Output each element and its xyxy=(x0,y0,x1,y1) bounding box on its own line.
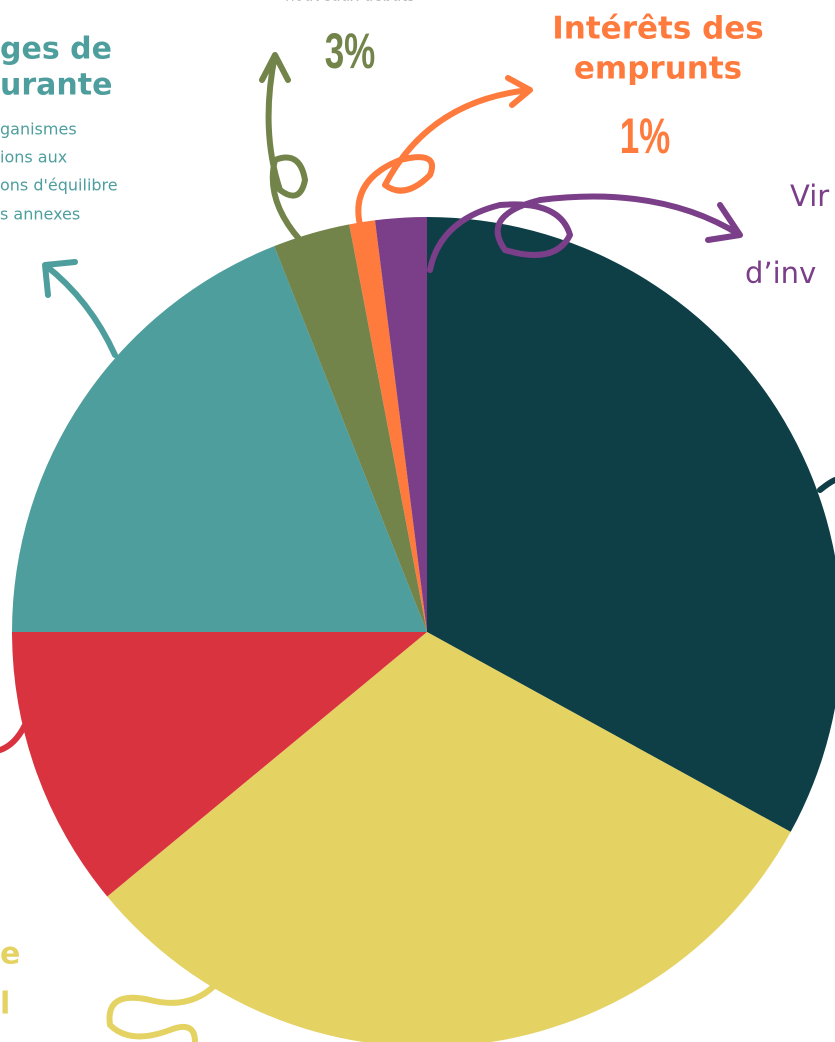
annotation: d’inv xyxy=(745,256,816,290)
pie-slice xyxy=(107,632,791,1042)
arrow xyxy=(0,722,28,753)
value-label: 1% xyxy=(620,109,671,165)
pie xyxy=(12,217,835,1042)
annotation: nouveaux débats xyxy=(285,0,415,5)
arrow xyxy=(106,982,218,1042)
value-label: 3% xyxy=(325,24,376,80)
pie-slice xyxy=(374,217,427,632)
annotation: e xyxy=(0,937,20,972)
annotation: urante xyxy=(0,68,112,103)
arrow xyxy=(259,52,308,243)
pie-slice xyxy=(349,220,427,632)
annotation: Intérêts des xyxy=(552,11,764,47)
pie-slice xyxy=(12,246,427,632)
pie-slice xyxy=(274,224,427,633)
annotation: emprunts xyxy=(574,51,742,87)
arrow xyxy=(817,477,835,493)
annotation: s annexes xyxy=(0,205,80,224)
annotation: ons d'équilibre xyxy=(0,176,118,195)
annotation: ganismes xyxy=(0,120,77,139)
pie-slice xyxy=(12,632,427,897)
arrow xyxy=(42,259,118,358)
annotation: l xyxy=(0,987,10,1022)
annotation: Vir xyxy=(790,179,829,213)
annotation: ges de xyxy=(0,32,112,67)
arrow xyxy=(427,193,743,273)
arrow xyxy=(355,75,533,228)
pie-slice xyxy=(427,217,835,832)
annotation: ions aux xyxy=(0,148,67,167)
